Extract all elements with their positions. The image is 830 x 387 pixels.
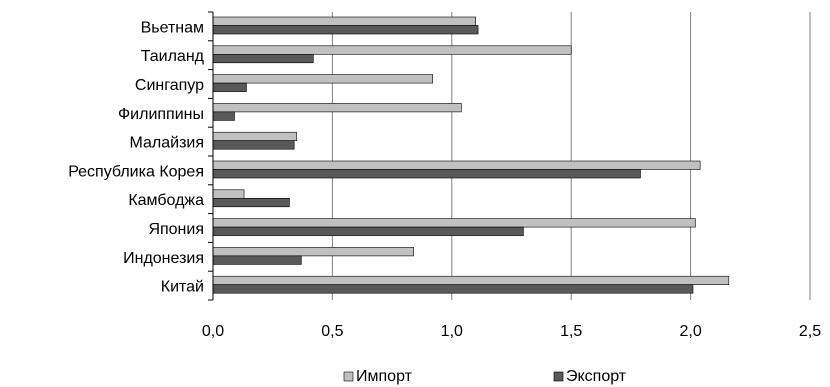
x-tick-label: 2,0 xyxy=(679,323,701,340)
category-label: Филиппины xyxy=(118,106,204,123)
legend-swatch xyxy=(553,371,564,382)
legend: Импорт Экспорт xyxy=(343,368,627,385)
bar-import xyxy=(212,247,414,257)
x-tick-label: 2,5 xyxy=(799,323,821,340)
legend-label: Экспорт xyxy=(566,368,627,385)
x-tick-labels: 0,0 0,5 1,0 1,5 2,0 2,5 xyxy=(202,323,821,340)
category-label: Республика Корея xyxy=(68,163,204,180)
legend-label: Импорт xyxy=(356,368,413,385)
bar-import xyxy=(212,160,701,170)
bars xyxy=(212,16,730,294)
bar-import xyxy=(212,45,572,55)
bar-import xyxy=(212,16,476,26)
bar-import xyxy=(212,74,433,84)
bar-import xyxy=(212,189,245,199)
bar-import xyxy=(212,218,696,228)
category-label: Япония xyxy=(148,221,204,238)
bar-export xyxy=(212,169,641,179)
legend-swatch xyxy=(343,371,354,382)
category-label: Китай xyxy=(161,279,204,296)
x-tick-label: 1,5 xyxy=(560,323,582,340)
bar-export xyxy=(212,198,290,208)
category-label: Сингапур xyxy=(135,77,204,94)
bar-import xyxy=(212,103,462,113)
axes xyxy=(208,11,214,301)
bar-export xyxy=(212,82,247,92)
gridlines xyxy=(331,12,811,300)
x-tick-label: 0,0 xyxy=(202,323,224,340)
category-label: Индонезия xyxy=(123,250,204,267)
bar-export xyxy=(212,25,479,35)
x-tick-label: 0,5 xyxy=(321,323,343,340)
category-label: Таиланд xyxy=(141,48,205,65)
bar-export xyxy=(212,255,302,265)
bar-export xyxy=(212,226,524,236)
bar-export xyxy=(212,140,295,150)
category-labels: Вьетнам Таиланд Сингапур Филиппины Малайзия Р… xyxy=(68,19,204,295)
bar-export xyxy=(212,284,694,294)
bar-export xyxy=(212,111,235,121)
x-tick-label: 1,0 xyxy=(441,323,463,340)
category-label: Малайзия xyxy=(129,135,204,152)
bar-import xyxy=(212,131,297,141)
category-label: Вьетнам xyxy=(141,19,204,36)
bar-export xyxy=(212,53,314,64)
bar-import xyxy=(212,275,730,286)
category-label: Камбоджа xyxy=(128,192,204,209)
